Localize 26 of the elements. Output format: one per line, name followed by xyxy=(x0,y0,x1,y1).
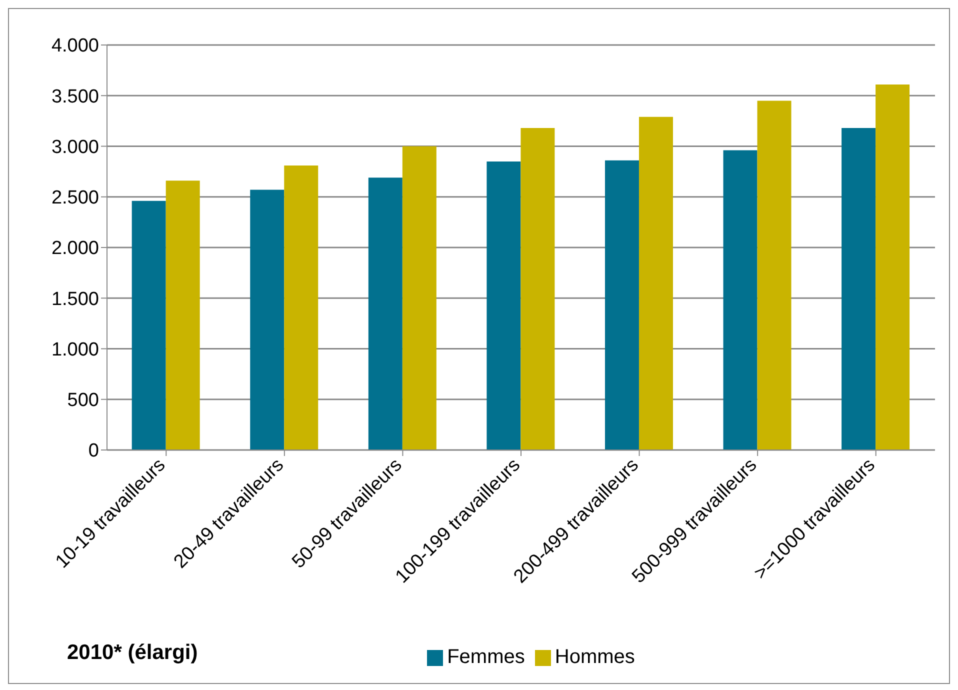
bar xyxy=(166,180,200,450)
bar xyxy=(638,116,673,450)
bar xyxy=(723,150,758,450)
bar xyxy=(250,190,284,450)
legend-label: Femmes xyxy=(447,646,525,668)
y-tick-label: 3.000 xyxy=(51,136,99,158)
bar xyxy=(284,165,318,450)
text: 2010* (élargi) xyxy=(67,641,198,665)
bar xyxy=(402,146,436,450)
y-tick-label: 3.500 xyxy=(51,86,99,108)
y-tick-label: 1.500 xyxy=(51,288,99,310)
y-tick-label: 2.000 xyxy=(51,238,99,260)
bar xyxy=(486,161,521,450)
y-tick-label: 4.000 xyxy=(51,36,99,57)
legend-label: Hommes xyxy=(554,646,635,668)
y-tick-label: 2.500 xyxy=(51,188,99,209)
bar xyxy=(520,128,555,450)
y-tick-label: 0 xyxy=(88,440,99,462)
y-tick-label: 1.000 xyxy=(51,339,99,360)
bar xyxy=(842,128,876,450)
bar xyxy=(604,160,639,450)
y-tick-label: 500 xyxy=(67,390,99,412)
bar xyxy=(368,178,402,450)
bar xyxy=(757,100,792,450)
bar xyxy=(132,200,166,450)
bar xyxy=(876,84,910,450)
